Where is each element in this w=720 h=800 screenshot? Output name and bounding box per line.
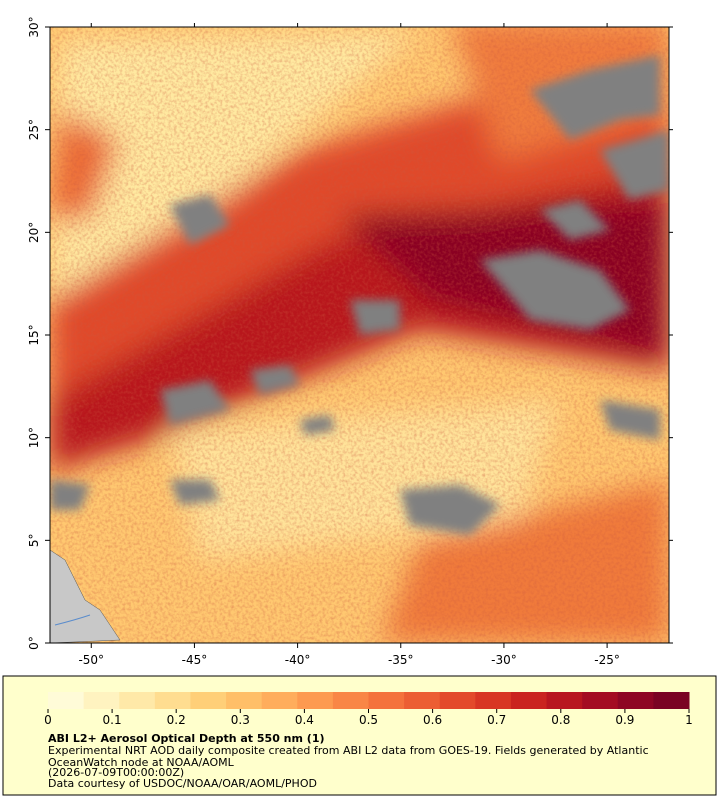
colorbar-tick-label: 0.6 xyxy=(423,713,442,727)
colorbar-segment xyxy=(261,692,298,709)
colorbar-segment xyxy=(154,692,191,709)
colorbar-segment xyxy=(582,692,619,709)
colorbar-segment xyxy=(617,692,654,709)
aod-raster xyxy=(50,27,669,643)
y-tick-label: 20° xyxy=(27,222,41,243)
x-tick-label: -50° xyxy=(78,653,104,667)
colorbar-segment xyxy=(475,692,512,709)
colorbar-segment xyxy=(332,692,369,709)
x-tick-label: -30° xyxy=(491,653,517,667)
colorbar-segment xyxy=(510,692,548,709)
colorbar-tick-label: 0.5 xyxy=(359,713,378,727)
colorbar-segment xyxy=(439,692,476,709)
colorbar-segment xyxy=(83,692,120,709)
colorbar-tick-label: 0.2 xyxy=(167,713,186,727)
colorbar-segment xyxy=(368,692,405,709)
colorbar-segment xyxy=(48,692,85,709)
colorbar-tick-label: 0.8 xyxy=(551,713,570,727)
y-tick-label: 15° xyxy=(27,324,41,345)
colorbar-tick-label: 0.4 xyxy=(295,713,314,727)
colorbar-tick-label: 1 xyxy=(685,713,693,727)
y-tick-label: 10° xyxy=(27,427,41,448)
y-tick-label: 5° xyxy=(27,534,41,548)
legend-line: Experimental NRT AOD daily composite cre… xyxy=(48,744,649,757)
colorbar-segment xyxy=(119,692,156,709)
colorbar-tick-label: 0 xyxy=(44,713,52,727)
y-tick-label: 0° xyxy=(27,636,41,650)
colorbar-tick-label: 0.3 xyxy=(231,713,250,727)
y-tick-label: 30° xyxy=(27,16,41,37)
y-tick-label: 25° xyxy=(27,119,41,140)
x-tick-label: -45° xyxy=(182,653,208,667)
legend-line: Data courtesy of USDOC/NOAA/OAR/AOML/PHO… xyxy=(48,777,317,790)
colorbar-segment xyxy=(190,692,227,709)
colorbar-segment xyxy=(546,692,583,709)
colorbar-segment xyxy=(297,692,334,709)
colorbar-tick-label: 0.9 xyxy=(615,713,634,727)
x-tick-label: -40° xyxy=(285,653,311,667)
x-tick-label: -25° xyxy=(594,653,620,667)
legend-line: OceanWatch node at NOAA/AOML xyxy=(48,756,235,769)
legend-title: ABI L2+ Aerosol Optical Depth at 550 nm … xyxy=(48,732,325,745)
colorbar-tick-label: 0.1 xyxy=(103,713,122,727)
colorbar-tick-label: 0.7 xyxy=(487,713,506,727)
colorbar-segment xyxy=(404,692,441,709)
colorbar-segment xyxy=(653,692,690,709)
colorbar-segment xyxy=(226,692,263,709)
legend-line: (2026-07-09T00:00:00Z) xyxy=(48,766,184,779)
x-tick-label: -35° xyxy=(388,653,414,667)
